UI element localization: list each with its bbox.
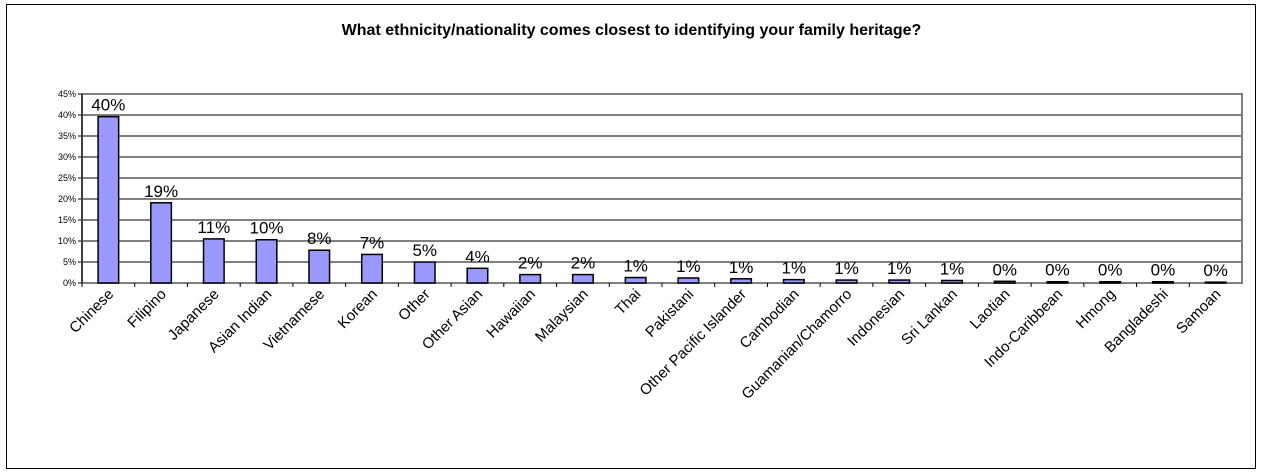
- data-label: 1%: [623, 257, 648, 276]
- y-tick-label: 40%: [58, 110, 76, 120]
- bar: [940, 279, 964, 284]
- data-label: 1%: [887, 259, 912, 278]
- bar: [466, 267, 489, 284]
- x-tick-label: Other: [395, 286, 434, 325]
- y-tick-label: 25%: [58, 173, 76, 183]
- x-tick-label: Other Pacific Islander: [636, 286, 749, 399]
- x-tick-label: Chinese: [66, 286, 117, 337]
- data-label: 1%: [782, 259, 807, 278]
- data-label: 1%: [834, 259, 859, 278]
- y-tick-label: 15%: [58, 215, 76, 225]
- data-label: 1%: [729, 258, 754, 277]
- x-tick-label: Hawaiian: [483, 286, 539, 342]
- x-tick-label: Filipino: [124, 286, 170, 332]
- bar: [413, 261, 436, 284]
- bar: [888, 279, 911, 284]
- x-tick-label: Hmong: [1073, 286, 1119, 332]
- bar: [308, 249, 331, 284]
- bar: [1204, 281, 1227, 284]
- bar: [730, 278, 753, 284]
- data-label: 0%: [1098, 261, 1123, 280]
- y-tick-label: 45%: [58, 89, 76, 99]
- x-tick-label: Korean: [335, 286, 381, 332]
- bar: [255, 238, 278, 284]
- data-label: 0%: [1151, 261, 1176, 280]
- data-label: 1%: [940, 259, 965, 278]
- chart-title: What ethnicity/nationality comes closest…: [341, 22, 922, 39]
- bar: [1099, 280, 1122, 284]
- bar: [835, 279, 858, 284]
- data-label: 8%: [307, 229, 332, 248]
- bar: [993, 280, 1016, 284]
- bar: [150, 202, 173, 284]
- bar: [519, 273, 542, 284]
- x-tick-label: Laotian: [967, 286, 1014, 333]
- chart-frame: [6, 4, 1256, 469]
- data-label: 19%: [144, 182, 178, 201]
- x-tick-label: Samoan: [1173, 286, 1225, 338]
- x-tick-label: Indonesian: [844, 286, 908, 350]
- data-label: 2%: [571, 254, 596, 273]
- bar: [360, 253, 384, 284]
- x-tick-label: Sri Lankan: [898, 286, 961, 349]
- y-tick-label: 10%: [58, 236, 76, 246]
- y-tick-label: 20%: [58, 194, 76, 204]
- data-label: 2%: [518, 254, 543, 273]
- y-tick-label: 35%: [58, 131, 76, 141]
- bar: [624, 276, 647, 284]
- bar: [97, 115, 120, 284]
- data-label: 4%: [465, 247, 490, 266]
- data-label: 5%: [412, 241, 437, 260]
- y-tick-label: 0%: [63, 278, 76, 288]
- bar: [571, 273, 594, 284]
- bar: [1151, 280, 1174, 284]
- data-label: 0%: [1045, 261, 1070, 280]
- y-tick-label: 5%: [63, 257, 76, 267]
- x-tick-label: Thai: [612, 286, 645, 319]
- data-label: 0%: [992, 260, 1017, 279]
- data-label: 10%: [250, 219, 284, 238]
- bar: [202, 238, 225, 284]
- data-label: 11%: [197, 218, 230, 237]
- x-tick-label: Malaysian: [532, 286, 592, 346]
- data-label: 40%: [91, 96, 125, 115]
- data-label: 1%: [676, 257, 701, 276]
- y-tick-label: 30%: [58, 152, 76, 162]
- data-label: 7%: [360, 233, 385, 252]
- bar: [782, 278, 805, 284]
- bar: [677, 277, 700, 284]
- x-tick-label: Pakistani: [642, 286, 697, 341]
- data-label: 0%: [1203, 261, 1228, 280]
- bar: [1046, 280, 1069, 284]
